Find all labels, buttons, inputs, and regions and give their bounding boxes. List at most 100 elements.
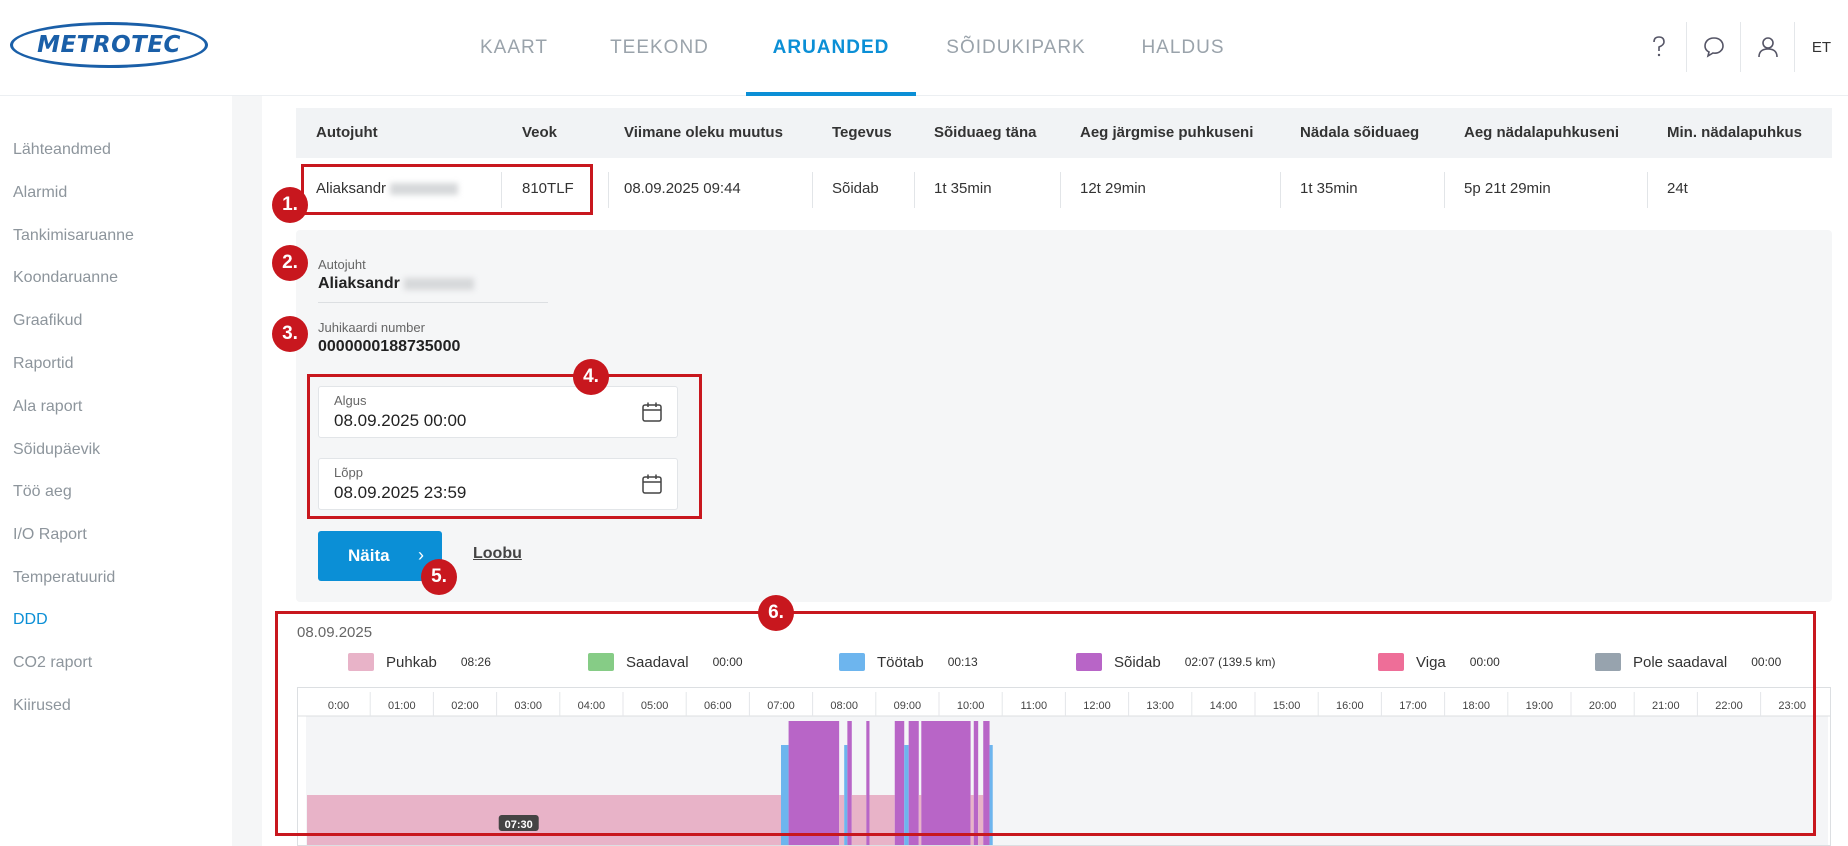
timeline-segment[interactable] <box>844 745 848 845</box>
user-icon[interactable] <box>1740 22 1794 72</box>
sidebar-item-soidupaevik[interactable]: Sõidupäevik <box>13 441 101 458</box>
sidebar-item-too-aeg[interactable]: Töö aeg <box>13 483 72 500</box>
legend-tootab[interactable]: Töötab 00:13 <box>839 653 978 671</box>
sidebar-item-co2-raport[interactable]: CO2 raport <box>13 654 93 671</box>
table-row[interactable]: Aliaksandr 810TLF 08.09.2025 09:44 Sõida… <box>296 162 1832 216</box>
annotation-box-1 <box>301 164 593 215</box>
hour-tick-label: 07:00 <box>767 700 795 712</box>
legend-value: 00:00 <box>1469 655 1500 669</box>
card-number-value: 0000000188735000 <box>318 338 461 355</box>
annotation-badge-2: 2. <box>272 245 308 281</box>
metrotec-logo[interactable]: METROTEC <box>10 22 208 68</box>
sidebar-item-ddd[interactable]: DDD <box>13 611 48 628</box>
language-selector[interactable]: ET <box>1794 22 1848 72</box>
hour-tick-label: 18:00 <box>1462 700 1490 712</box>
legend-value: 02:07 (139.5 km) <box>1184 655 1276 669</box>
help-icon[interactable] <box>1632 22 1686 72</box>
timeline-segment[interactable] <box>904 745 909 845</box>
timeline-segment[interactable] <box>894 721 905 845</box>
nav-soidukipark[interactable]: SÕIDUKIPARK <box>946 37 1086 58</box>
col-aeg-jargmise-puhkuseni[interactable]: Aeg järgmise puhkuseni <box>1080 124 1254 141</box>
end-date-field[interactable]: Lõpp 08.09.2025 23:59 <box>318 458 678 510</box>
timeline-segment[interactable] <box>973 721 979 845</box>
annotation-badge-4: 4. <box>573 359 609 395</box>
hour-tick-label: 23:00 <box>1778 700 1806 712</box>
nav-kaart[interactable]: KAART <box>479 37 548 58</box>
start-date-field[interactable]: Algus 08.09.2025 00:00 <box>318 386 678 438</box>
hour-tick-label: 12:00 <box>1083 700 1111 712</box>
col-tegevus[interactable]: Tegevus <box>832 124 892 141</box>
timeline-segment[interactable] <box>869 795 895 845</box>
legend-label: Viga <box>1416 653 1446 671</box>
timeline-segment[interactable] <box>983 721 990 845</box>
calendar-icon[interactable] <box>641 401 663 423</box>
timeline-segment[interactable] <box>989 745 993 845</box>
legend-label: Puhkab <box>386 653 437 671</box>
annotation-box-4 <box>307 374 702 519</box>
driver-table-header: Autojuht Veok Viimane oleku muutus Tegev… <box>296 108 1832 158</box>
annotation-badge-3: 3. <box>272 316 308 352</box>
timeline-segment[interactable] <box>788 721 840 845</box>
hour-tick-label: 14:00 <box>1210 700 1238 712</box>
sidebar-item-graafikud[interactable]: Graafikud <box>13 312 83 329</box>
legend-value: 00:00 <box>712 655 743 669</box>
hour-tick-label: 08:00 <box>830 700 858 712</box>
sidebar-item-alarmid[interactable]: Alarmid <box>13 184 68 201</box>
cell-activity: Sõidab <box>832 180 879 197</box>
col-viimane-oleku-muutus[interactable]: Viimane oleku muutus <box>624 124 783 141</box>
legend-pole-saadaval[interactable]: Pole saadaval 00:00 <box>1595 653 1781 671</box>
sidebar-item-io-raport[interactable]: I/O Raport <box>13 526 87 543</box>
legend-swatch <box>588 653 614 671</box>
nav-haldus[interactable]: HALDUS <box>1141 37 1225 58</box>
hour-tick-label: 20:00 <box>1589 700 1617 712</box>
timeline-segment[interactable] <box>866 721 870 845</box>
timeline-segment[interactable] <box>970 795 974 845</box>
timeline-segment[interactable] <box>307 795 781 845</box>
cell-vehicle: 810TLF <box>522 180 574 197</box>
col-min-nadalapuhkus[interactable]: Min. nädalapuhkus <box>1667 124 1803 141</box>
col-aeg-nadalapuhkuseni[interactable]: Aeg nädalapuhkuseni <box>1464 124 1620 141</box>
sidebar-item-kiirused[interactable]: Kiirused <box>13 697 71 714</box>
annotation-box-6 <box>275 611 1816 836</box>
timeline-segment[interactable] <box>847 721 852 845</box>
legend-puhkab[interactable]: Puhkab 08:26 <box>348 653 491 671</box>
hour-tick-label: 10:00 <box>957 700 985 712</box>
calendar-icon[interactable] <box>641 473 663 495</box>
hour-tick-label: 13:00 <box>1146 700 1174 712</box>
chat-icon[interactable] <box>1686 22 1740 72</box>
legend-saadaval[interactable]: Saadaval 00:00 <box>588 653 743 671</box>
legend-viga[interactable]: Viga 00:00 <box>1378 653 1500 671</box>
legend-value: 00:00 <box>1751 655 1782 669</box>
legend-soidab[interactable]: Sõidab 02:07 (139.5 km) <box>1076 653 1275 671</box>
legend-value: 00:13 <box>947 655 978 669</box>
hour-tick-label: 05:00 <box>641 700 669 712</box>
col-veok[interactable]: Veok <box>522 124 558 141</box>
timeline-svg: 0:00 01:00 02:00 03:00 04:00 05:00 06:00 07:00 0… <box>298 688 1830 845</box>
cancel-link[interactable]: Loobu <box>473 545 522 562</box>
timeline-segment[interactable] <box>908 721 919 845</box>
duration-label: 07:30 <box>505 819 533 831</box>
nav-aruanded[interactable]: ARUANDED <box>746 0 916 96</box>
nav-teekond[interactable]: TEEKOND <box>610 37 709 58</box>
activity-timeline-chart[interactable]: 0:00 01:00 02:00 03:00 04:00 05:00 06:00 07:00 0… <box>297 687 1831 846</box>
sidebar-item-lahteandmed[interactable]: Lähteandmed <box>13 141 111 158</box>
timeline-segment[interactable] <box>921 721 971 845</box>
timeline-segment[interactable] <box>918 795 922 845</box>
sidebar: Lähteandmed Alarmid Tankimisaruanne Koon… <box>0 96 235 846</box>
timeline-segment[interactable] <box>839 795 845 845</box>
timeline-segment[interactable] <box>978 795 984 845</box>
end-date-value: 08.09.2025 23:59 <box>334 483 467 502</box>
driver-label: Autojuht <box>318 257 366 272</box>
legend-value: 08:26 <box>460 655 491 669</box>
col-nadala-soiduaeg[interactable]: Nädala sõiduaeg <box>1300 124 1420 141</box>
sidebar-item-raportid[interactable]: Raportid <box>13 355 74 372</box>
sidebar-item-ala-raport[interactable]: Ala raport <box>13 398 83 415</box>
col-soiduaeg-tana[interactable]: Sõiduaeg täna <box>934 124 1037 141</box>
sidebar-item-koondaruanne[interactable]: Koondaruanne <box>13 269 118 286</box>
sidebar-item-temperatuurid[interactable]: Temperatuurid <box>13 569 116 586</box>
legend-swatch <box>1378 653 1404 671</box>
timeline-segment[interactable] <box>781 745 789 845</box>
sidebar-item-tankimisaruanne[interactable]: Tankimisaruanne <box>13 227 134 244</box>
col-autojuht[interactable]: Autojuht <box>316 124 378 141</box>
timeline-segment[interactable] <box>851 795 867 845</box>
